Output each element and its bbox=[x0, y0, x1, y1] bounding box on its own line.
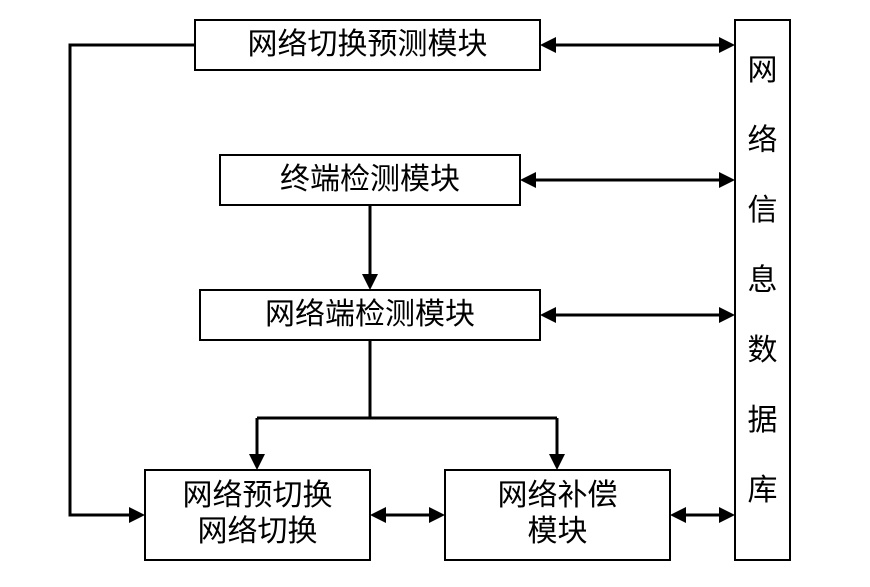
e-n1-n4 bbox=[70, 45, 195, 515]
node-compensation-label-2: 模块 bbox=[528, 515, 588, 548]
node-compensation-label-1: 网络补偿 bbox=[498, 479, 618, 512]
node-preswitch-label-2: 网络切换 bbox=[198, 515, 318, 548]
flowchart-canvas: 网络切换预测模块终端检测模块网络端检测模块网络预切换网络切换网络补偿模块网络信息… bbox=[0, 0, 870, 587]
node-terminal-detect-label: 终端检测模块 bbox=[280, 163, 460, 196]
node-prediction-label: 网络切换预测模块 bbox=[248, 28, 488, 61]
node-network-detect-label: 网络端检测模块 bbox=[265, 298, 475, 331]
node-preswitch-label-1: 网络预切换 bbox=[183, 479, 333, 512]
